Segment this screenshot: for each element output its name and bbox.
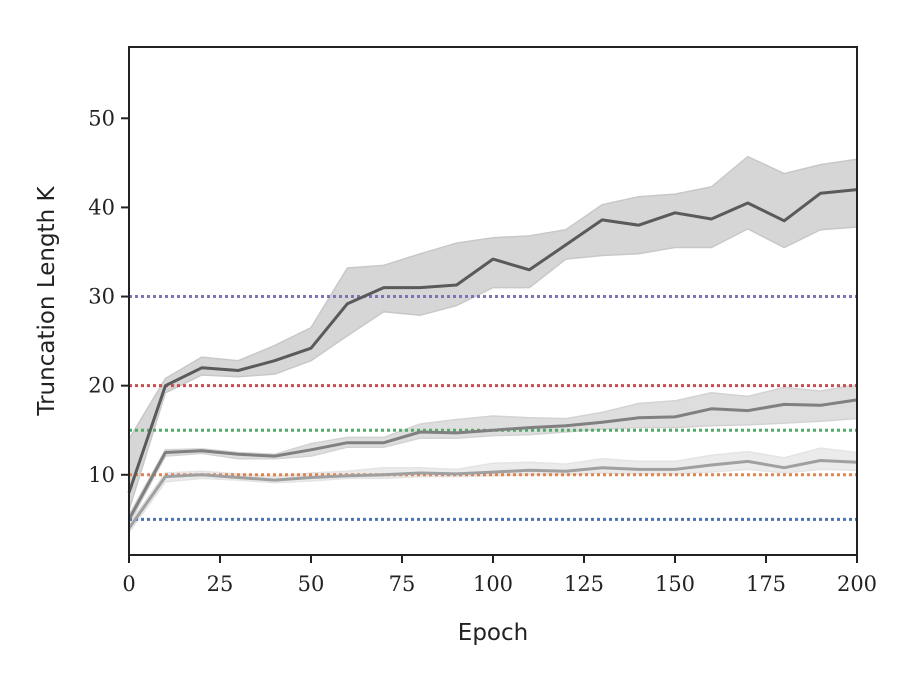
x-tick-label: 25 (207, 572, 234, 596)
reference-lines (129, 295, 857, 521)
x-tick-label: 200 (837, 572, 877, 596)
x-tick-label: 100 (473, 572, 513, 596)
x-tick-label: 175 (746, 572, 786, 596)
x-axis: 0 25 50 75 100 125 150 175 200 (122, 555, 877, 596)
y-axis-title: Truncation Length K (34, 186, 60, 417)
y-tick-label: 10 (88, 463, 115, 487)
series-line-2 (127, 398, 858, 521)
x-tick-label: 0 (122, 572, 135, 596)
x-tick-label: 125 (564, 572, 604, 596)
x-axis-title: Epoch (458, 620, 528, 646)
x-tick-label: 150 (655, 572, 695, 596)
y-axis: 10 20 30 40 50 (88, 106, 129, 487)
x-tick-label: 75 (389, 572, 416, 596)
y-tick-label: 40 (88, 195, 115, 219)
series-line-1 (127, 188, 858, 494)
series-lines (127, 188, 858, 530)
y-tick-label: 50 (88, 106, 115, 130)
y-tick-label: 30 (88, 285, 115, 309)
x-tick-label: 50 (298, 572, 325, 596)
y-tick-label: 20 (88, 374, 115, 398)
series-line-3 (127, 459, 858, 530)
